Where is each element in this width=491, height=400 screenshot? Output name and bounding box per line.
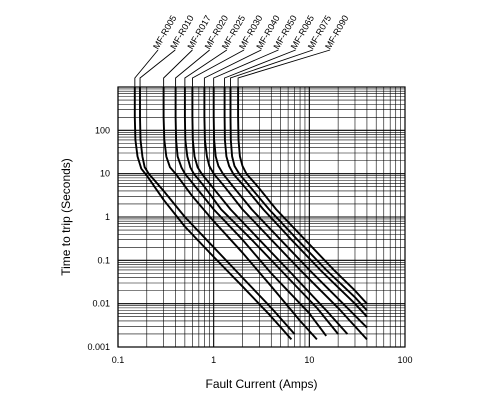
- leader-line: [237, 49, 331, 87]
- leader-line: [224, 49, 296, 87]
- leader-line: [213, 49, 279, 87]
- y-tick-label: 10: [100, 169, 110, 179]
- plot-frame: [117, 86, 406, 348]
- y-tick-label: 100: [95, 125, 110, 135]
- x-tick-label: 10: [304, 355, 314, 365]
- series-curve-mf-r005: [133, 87, 293, 341]
- x-tick-label: 100: [397, 355, 412, 365]
- x-tick-label: 1: [211, 355, 216, 365]
- leader-line: [230, 49, 313, 87]
- x-axis-label: Fault Current (Amps): [205, 377, 317, 391]
- series-labels: MF-R005MF-R010MF-R017MF-R020MF-R025MF-R0…: [151, 14, 350, 51]
- series-curve-mf-r010: [139, 87, 296, 335]
- y-tick-label: 1: [105, 212, 110, 222]
- series-curve-mf-r090: [237, 87, 368, 305]
- leader-line: [191, 49, 245, 87]
- grid: [117, 87, 405, 348]
- y-tick-label: 0.1: [97, 255, 110, 265]
- series-curve-mf-r025: [183, 87, 339, 335]
- series-leader-lines: [134, 49, 331, 87]
- leader-line: [134, 49, 159, 87]
- series-curve-mf-r065: [223, 87, 368, 318]
- y-tick-labels: 0.001 0.01 0.1 1 10 100: [87, 125, 110, 352]
- series-curve-mf-r050: [212, 87, 368, 329]
- x-tick-label: 0.1: [112, 355, 125, 365]
- series-curves: [133, 87, 368, 341]
- leader-line: [139, 49, 176, 87]
- x-tick-labels: 0.1 1 10 100: [112, 355, 413, 365]
- series-curve-mf-r030: [191, 87, 349, 335]
- series-curve-mf-r075: [229, 87, 368, 312]
- y-tick-label: 0.001: [87, 342, 110, 352]
- leader-line: [163, 49, 193, 87]
- leader-line: [184, 49, 228, 87]
- y-tick-label: 0.01: [92, 299, 110, 309]
- leader-line: [203, 49, 262, 87]
- series-curve-mf-r017: [162, 87, 318, 341]
- leader-line: [175, 49, 210, 87]
- series-curve-mf-r040: [203, 87, 368, 341]
- y-axis-label: Time to trip (Seconds): [59, 158, 73, 276]
- series-curve-mf-r020: [174, 87, 327, 337]
